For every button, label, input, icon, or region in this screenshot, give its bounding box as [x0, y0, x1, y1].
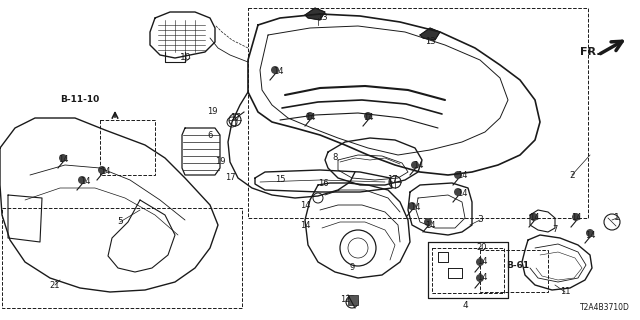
Text: 14: 14 — [457, 188, 467, 197]
Text: 14: 14 — [529, 213, 540, 222]
Circle shape — [59, 154, 67, 162]
Circle shape — [364, 112, 372, 120]
Text: 7: 7 — [552, 226, 557, 235]
Text: 14: 14 — [58, 156, 68, 164]
Text: 5: 5 — [117, 218, 123, 227]
Text: 14: 14 — [477, 258, 487, 267]
Text: 10: 10 — [180, 53, 192, 62]
Text: 13: 13 — [425, 37, 435, 46]
Circle shape — [530, 213, 538, 221]
Text: 16: 16 — [317, 179, 328, 188]
Text: 14: 14 — [305, 114, 316, 123]
Circle shape — [476, 274, 484, 282]
Text: 17: 17 — [230, 114, 240, 123]
Text: 14: 14 — [477, 274, 487, 283]
Text: 1: 1 — [614, 213, 620, 222]
Polygon shape — [348, 295, 358, 305]
Text: 4: 4 — [462, 300, 468, 309]
Text: 14: 14 — [457, 172, 467, 180]
Text: 14: 14 — [585, 230, 595, 239]
Text: B-61: B-61 — [506, 260, 529, 269]
Text: 14: 14 — [100, 167, 110, 177]
Text: 11: 11 — [560, 287, 570, 297]
Text: 14: 14 — [425, 220, 435, 229]
Polygon shape — [305, 8, 325, 20]
Circle shape — [454, 188, 462, 196]
Text: 19: 19 — [207, 108, 217, 116]
Text: 21: 21 — [50, 281, 60, 290]
Circle shape — [411, 161, 419, 169]
Text: FR.: FR. — [580, 47, 600, 57]
Text: 14: 14 — [80, 178, 90, 187]
Text: 17: 17 — [387, 175, 397, 185]
Circle shape — [306, 112, 314, 120]
Circle shape — [454, 171, 462, 179]
Text: T2A4B3710D: T2A4B3710D — [580, 303, 630, 312]
Text: 13: 13 — [317, 13, 327, 22]
Text: 14: 14 — [413, 161, 423, 170]
Circle shape — [78, 176, 86, 184]
Text: 14: 14 — [300, 220, 310, 229]
Text: 14: 14 — [571, 213, 581, 222]
Text: 9: 9 — [349, 263, 355, 273]
Polygon shape — [420, 28, 440, 40]
Text: 19: 19 — [215, 157, 225, 166]
Circle shape — [476, 258, 484, 266]
Circle shape — [424, 218, 432, 226]
Circle shape — [98, 166, 106, 174]
Text: 14: 14 — [300, 201, 310, 210]
Text: 20: 20 — [477, 244, 487, 252]
Text: 14: 14 — [273, 68, 284, 76]
Text: 14: 14 — [410, 204, 420, 212]
Text: 17: 17 — [225, 173, 236, 182]
Circle shape — [271, 66, 279, 74]
Text: 14: 14 — [363, 114, 373, 123]
Text: B-11-10: B-11-10 — [60, 95, 100, 105]
Text: 3: 3 — [477, 215, 483, 225]
Circle shape — [586, 229, 594, 237]
Text: 6: 6 — [207, 131, 212, 140]
Text: 12: 12 — [340, 295, 350, 305]
Text: 15: 15 — [275, 175, 285, 185]
Circle shape — [572, 213, 580, 221]
Text: 2: 2 — [569, 171, 575, 180]
Circle shape — [408, 202, 416, 210]
Text: 8: 8 — [332, 154, 338, 163]
